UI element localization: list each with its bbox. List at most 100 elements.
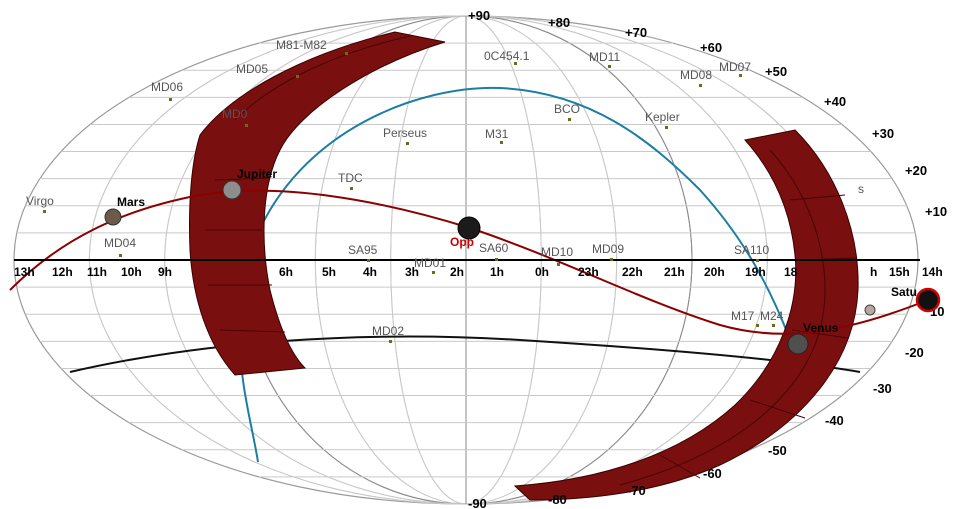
field-m17[interactable]: M17 xyxy=(731,309,759,327)
ra-label: h xyxy=(870,265,877,279)
saturn-icon xyxy=(915,287,941,313)
field-m81-m82[interactable]: M81-M82 xyxy=(276,38,348,55)
field-label: BCO xyxy=(554,102,580,116)
field-label: TDC xyxy=(338,171,363,185)
field-md07[interactable]: MD07 xyxy=(719,60,751,77)
field-label: MD09 xyxy=(592,242,624,256)
ra-label: 3h xyxy=(405,265,419,279)
venus-icon xyxy=(787,333,809,355)
field-label: MD04 xyxy=(104,236,136,250)
ra-label: 5h xyxy=(322,265,336,279)
field-sa60[interactable]: SA60 xyxy=(479,241,509,261)
field-label: MD06 xyxy=(151,80,183,94)
field-sa110[interactable]: SA110 xyxy=(734,243,769,262)
field-md04[interactable]: MD04 xyxy=(104,236,136,257)
field-label: SA95 xyxy=(348,243,378,257)
field-md01[interactable]: MD01 xyxy=(414,256,446,274)
ra-label: 15h xyxy=(889,265,910,279)
ra-label: 4h xyxy=(363,265,377,279)
field-label: Kepler xyxy=(645,110,680,124)
mars-icon xyxy=(104,208,122,226)
dec-label: -70 xyxy=(627,483,646,498)
field-label: M31 xyxy=(485,127,509,141)
field-label: M81-M82 xyxy=(276,38,327,52)
planet-label: Satu xyxy=(891,285,917,299)
field-m31[interactable]: M31 xyxy=(485,127,509,144)
dec-label: +30 xyxy=(872,126,894,141)
field-label: M17 xyxy=(731,309,755,323)
ra-axis-labels: 13h 12h 11h 10h 9h 6h 5h 4h 3h 2h 1h 0h … xyxy=(14,265,943,279)
saturn-marker[interactable]: Satu xyxy=(891,285,941,313)
field-virgo[interactable]: Virgo xyxy=(26,194,54,213)
dec-label: +40 xyxy=(824,94,846,109)
field-partial-s[interactable]: s xyxy=(858,182,864,196)
survey-fields: M81-M82 MD05 MD06 MD0 Virgo MD04 0C454.1… xyxy=(26,38,864,343)
ra-label: 20h xyxy=(704,265,725,279)
field-label: MD01 xyxy=(414,256,446,270)
planet-label: Venus xyxy=(803,321,839,335)
field-label: MD08 xyxy=(680,68,712,82)
dec-label: +90 xyxy=(468,8,490,23)
ra-label: 6h xyxy=(279,265,293,279)
field-md08[interactable]: MD08 xyxy=(680,68,712,87)
dec-label: +50 xyxy=(765,64,787,79)
field-label: s xyxy=(858,182,864,196)
ra-label: 14h xyxy=(922,265,943,279)
field-md11[interactable]: MD11 xyxy=(589,50,620,68)
jupiter-icon xyxy=(222,180,242,200)
ra-label: 9h xyxy=(158,265,172,279)
field-label: MD11 xyxy=(589,50,620,64)
field-label: MD10 xyxy=(541,245,573,259)
dec-axis-labels: +90 +80 +70 +60 +50 +40 +30 +20 +10 10 -… xyxy=(468,8,947,509)
field-0c454[interactable]: 0C454.1 xyxy=(484,49,530,65)
ra-label: 23h xyxy=(578,265,599,279)
solar-system-bodies: Mars Jupiter Opp Venus Satu xyxy=(104,167,941,355)
jupiter-marker[interactable]: Jupiter xyxy=(222,167,277,200)
dec-label: +10 xyxy=(925,204,947,219)
field-md05[interactable]: MD05 xyxy=(236,62,299,78)
ra-label: 10h xyxy=(121,265,142,279)
ra-label: 13h xyxy=(14,265,35,279)
planet-label: Jupiter xyxy=(237,167,277,181)
dec-label: +20 xyxy=(905,163,927,178)
field-label: MD0 xyxy=(222,107,248,121)
small-body-icon xyxy=(864,304,876,316)
field-label: M24 xyxy=(760,309,784,323)
dec-label: -90 xyxy=(468,496,487,509)
field-label: SA60 xyxy=(479,241,509,255)
field-md0[interactable]: MD0 xyxy=(222,107,248,127)
ra-label: 18 xyxy=(784,265,798,279)
field-label: MD05 xyxy=(236,62,268,76)
dec-label: +80 xyxy=(548,15,570,30)
field-kepler[interactable]: Kepler xyxy=(645,110,680,129)
field-md10[interactable]: MD10 xyxy=(541,245,573,266)
ra-label: 11h xyxy=(87,265,107,279)
ra-label: 2h xyxy=(450,265,464,279)
field-label: Perseus xyxy=(383,126,427,140)
dec-label: -30 xyxy=(873,381,892,396)
dec-label: -20 xyxy=(905,345,924,360)
ra-label: 0h xyxy=(535,265,549,279)
field-label: Virgo xyxy=(26,194,54,208)
field-m24[interactable]: M24 xyxy=(760,309,784,327)
field-md02[interactable]: MD02 xyxy=(372,324,404,343)
field-label: MD02 xyxy=(372,324,404,338)
field-label: SA110 xyxy=(734,243,769,257)
field-md06[interactable]: MD06 xyxy=(151,80,183,101)
dec-label: +60 xyxy=(700,40,722,55)
ra-label: 1h xyxy=(490,265,504,279)
field-bco[interactable]: BCO xyxy=(554,102,580,121)
opposition-marker[interactable]: Opp xyxy=(450,216,481,249)
planet-label: Mars xyxy=(117,195,145,209)
mars-marker[interactable]: Mars xyxy=(104,195,145,226)
dec-label: -50 xyxy=(768,443,787,458)
field-tdc[interactable]: TDC xyxy=(338,171,363,190)
field-md09[interactable]: MD09 xyxy=(592,242,624,261)
dec-label: -80 xyxy=(548,492,567,507)
field-sa95[interactable]: SA95 xyxy=(348,243,378,262)
dec-label: -60 xyxy=(703,466,722,481)
dec-label: -40 xyxy=(825,413,844,428)
field-label: 0C454.1 xyxy=(484,49,530,63)
field-perseus[interactable]: Perseus xyxy=(383,126,427,145)
venus-marker[interactable]: Venus xyxy=(787,321,839,355)
